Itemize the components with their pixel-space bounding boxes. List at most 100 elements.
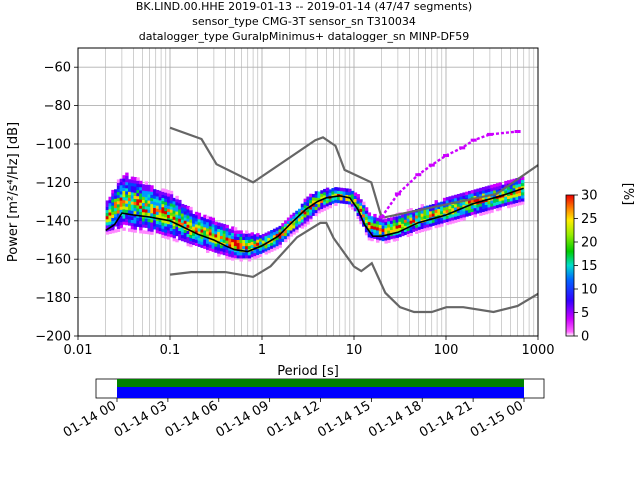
density-cell: [328, 201, 333, 206]
density-cell: [275, 233, 280, 237]
density-cell: [178, 209, 182, 213]
density-cell: [111, 189, 115, 194]
density-cell: [512, 184, 516, 189]
density-cell: [164, 213, 168, 218]
density-cell: [200, 222, 204, 227]
density-cell: [144, 202, 149, 207]
density-cell: [147, 221, 151, 226]
density-cell: [284, 220, 288, 224]
title-line-2: sensor_type CMG-3T sensor_sn T310034: [192, 15, 416, 28]
density-cell: [130, 216, 135, 220]
density-cell: [169, 227, 174, 232]
density-cell: [392, 219, 397, 224]
mode-line: [105, 187, 524, 253]
density-cell: [442, 216, 447, 220]
density-cell: [426, 223, 430, 228]
density-cell: [239, 245, 243, 250]
density-cell: [114, 210, 118, 215]
density-cell: [111, 205, 115, 209]
density-cell: [175, 201, 179, 206]
density-cell: [211, 233, 215, 237]
density-cell: [150, 212, 154, 217]
density-cell: [136, 211, 140, 215]
density-cell: [150, 231, 154, 235]
density-cell: [334, 199, 338, 203]
density-cell: [155, 214, 160, 218]
density-cell: [147, 224, 151, 229]
density-cell: [356, 200, 360, 204]
density-cell: [292, 212, 296, 217]
density-cell: [127, 200, 132, 205]
density-cell: [194, 230, 199, 234]
density-cell: [320, 202, 324, 206]
y-tick-label: −200: [35, 330, 71, 345]
density-cell: [401, 226, 405, 230]
density-cell: [507, 189, 511, 193]
density-cell: [303, 220, 307, 224]
density-cell: [359, 202, 363, 206]
density-cell: [125, 191, 129, 195]
density-cell: [208, 216, 213, 221]
density-cell: [169, 215, 174, 219]
density-cell: [367, 212, 372, 216]
density-cell: [208, 222, 213, 227]
density-cell: [314, 209, 319, 214]
density-cell: [114, 189, 118, 193]
density-cell: [350, 203, 355, 207]
density-cell: [437, 202, 441, 206]
density-cell: [225, 237, 229, 241]
density-cell: [484, 192, 489, 196]
density-cell: [451, 220, 455, 224]
density-cell: [398, 233, 402, 238]
density-cell: [169, 190, 174, 195]
density-cell: [130, 195, 135, 199]
density-cell: [228, 244, 232, 248]
density-cell: [339, 196, 344, 201]
density-cell: [114, 198, 118, 202]
density-cell: [367, 227, 372, 232]
density-cell: [507, 186, 511, 190]
density-cell: [153, 201, 157, 205]
density-cell: [150, 219, 154, 223]
density-cell: [334, 196, 338, 200]
y-tick-label: −120: [35, 176, 71, 191]
density-cell: [261, 233, 266, 238]
density-cell: [520, 201, 525, 205]
density-cell: [509, 188, 514, 193]
density-cell: [493, 190, 497, 194]
density-cell: [108, 212, 112, 216]
density-cell: [180, 237, 185, 242]
density-cell: [139, 193, 143, 197]
density-cell: [306, 196, 310, 200]
density-cell: [406, 230, 411, 235]
density-cell: [183, 229, 188, 233]
density-cell: [147, 197, 151, 201]
density-cell: [127, 194, 132, 199]
density-cell: [139, 208, 143, 212]
density-cell: [175, 232, 179, 237]
density-cell: [420, 225, 425, 230]
density-cell: [370, 216, 374, 220]
density-cell: [127, 179, 132, 183]
density-cell: [164, 229, 168, 233]
density-cell: [284, 235, 288, 240]
density-cell: [272, 247, 277, 251]
density-cell: [127, 203, 132, 208]
density-cell: [392, 222, 397, 227]
density-cell: [362, 217, 366, 221]
density-cell: [153, 207, 157, 212]
density-cell: [440, 201, 444, 206]
density-cell: [384, 224, 388, 229]
density-cell: [186, 221, 190, 225]
density-cell: [373, 229, 377, 233]
density-cell: [398, 224, 402, 228]
density-cell: [465, 213, 469, 217]
y-axis-ticks: −200 −180 −160 −140 −120 −100 −80 −60: [35, 61, 78, 345]
density-cell: [275, 230, 280, 234]
density-cell: [178, 233, 182, 238]
density-cell: [133, 204, 137, 209]
density-cell: [119, 224, 124, 229]
density-cell: [222, 242, 227, 246]
density-cell: [245, 242, 249, 247]
colorbar-tick-label: 10: [581, 283, 598, 298]
